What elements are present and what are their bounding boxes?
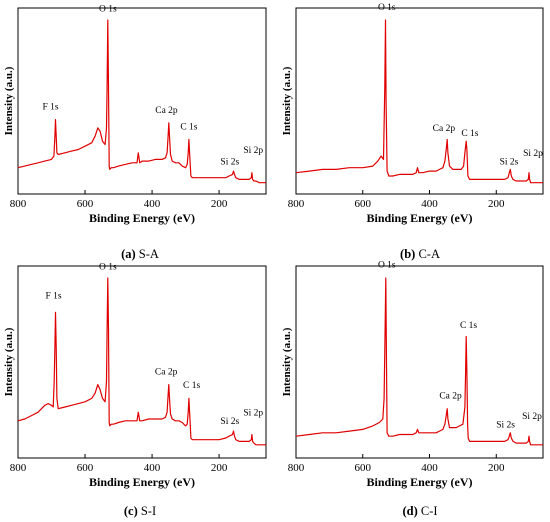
xps-panel-b: 800 600 400 200 Binding Energy (eV) Intensity… xyxy=(281,3,544,261)
peak-label: C 1s xyxy=(460,321,477,331)
caption-letter: (c) xyxy=(124,504,138,518)
y-axis-label: Intensity (a.u.) xyxy=(3,327,15,396)
spectrum-line xyxy=(17,277,266,446)
panel-caption: (a) S-A xyxy=(121,247,159,261)
plot-frame xyxy=(17,265,267,459)
caption-letter: (a) xyxy=(121,247,136,261)
peak-label: Si 2p xyxy=(523,149,543,159)
peak-label: O 1s xyxy=(99,262,117,272)
peak-label: Si 2s xyxy=(220,417,239,427)
spectrum-line xyxy=(17,19,266,184)
x-tick-label: 600 xyxy=(355,462,372,474)
caption-letter: (b) xyxy=(400,247,415,261)
plot-frame xyxy=(295,7,544,195)
x-tick-label: 400 xyxy=(144,198,161,210)
x-tick-label: 800 xyxy=(10,462,27,474)
xps-panel-c: 800 600 400 200 Binding Energy (eV) Intensity… xyxy=(3,262,267,518)
peak-label: C 1s xyxy=(183,381,200,391)
peak-label: Si 2s xyxy=(220,157,239,167)
xps-panel-a: 800 600 400 200 Binding Energy (eV) Intensity… xyxy=(3,5,267,261)
plot-frame xyxy=(17,7,267,195)
peak-label: O 1s xyxy=(378,261,396,271)
peak-label: C 1s xyxy=(461,129,478,139)
peak-label: Si 2p xyxy=(522,412,542,422)
x-tick-label: 400 xyxy=(421,198,438,210)
y-axis-label: Intensity (a.u.) xyxy=(281,327,293,396)
x-tick-label: 800 xyxy=(288,198,305,210)
panel-caption: (c) S-I xyxy=(124,504,156,518)
peak-label: Si 2p xyxy=(243,146,263,156)
peak-label: O 1s xyxy=(99,5,117,15)
spectrum-line xyxy=(295,19,543,184)
peak-label: Ca 2p xyxy=(155,106,178,116)
x-tick-label: 600 xyxy=(77,462,94,474)
xps-panel-d: 800 600 400 200 Binding Energy (eV) Intensity… xyxy=(281,261,544,518)
peak-label: Si 2s xyxy=(496,421,515,431)
x-tick-label: 400 xyxy=(144,462,161,474)
x-tick-label: 800 xyxy=(10,198,27,210)
caption-text: C-I xyxy=(421,504,438,518)
plot-frame xyxy=(295,265,544,459)
y-axis-label: Intensity (a.u.) xyxy=(3,66,15,135)
caption-text: C-A xyxy=(418,247,440,261)
x-axis-label: Binding Energy (eV) xyxy=(366,475,472,489)
peak-label: Si 2s xyxy=(500,157,519,167)
caption-text: S-I xyxy=(141,504,156,518)
spectrum-line xyxy=(295,277,543,446)
caption-letter: (d) xyxy=(402,504,417,518)
panel-caption: (d) C-I xyxy=(402,504,437,518)
x-tick-label: 600 xyxy=(355,198,372,210)
peak-label: F 1s xyxy=(42,103,58,113)
x-tick-label: 200 xyxy=(211,462,228,474)
peak-label: Ca 2p xyxy=(155,367,178,377)
x-axis-label: Binding Energy (eV) xyxy=(89,475,195,489)
panel-caption: (b) C-A xyxy=(400,247,440,261)
x-tick-label: 400 xyxy=(421,462,438,474)
peak-label: F 1s xyxy=(45,292,61,302)
x-tick-label: 200 xyxy=(211,198,228,210)
caption-text: S-A xyxy=(139,247,159,261)
x-axis-label: Binding Energy (eV) xyxy=(89,211,195,225)
peak-label: Si 2p xyxy=(243,409,263,419)
x-axis-label: Binding Energy (eV) xyxy=(366,211,472,225)
peak-label: O 1s xyxy=(378,3,396,13)
x-tick-label: 600 xyxy=(77,198,94,210)
x-tick-label: 200 xyxy=(488,198,505,210)
peak-label: C 1s xyxy=(180,123,197,133)
x-tick-label: 800 xyxy=(288,462,305,474)
x-tick-label: 200 xyxy=(488,462,505,474)
y-axis-label: Intensity (a.u.) xyxy=(281,66,293,135)
peak-label: Ca 2p xyxy=(439,391,462,401)
peak-label: Ca 2p xyxy=(433,124,456,134)
